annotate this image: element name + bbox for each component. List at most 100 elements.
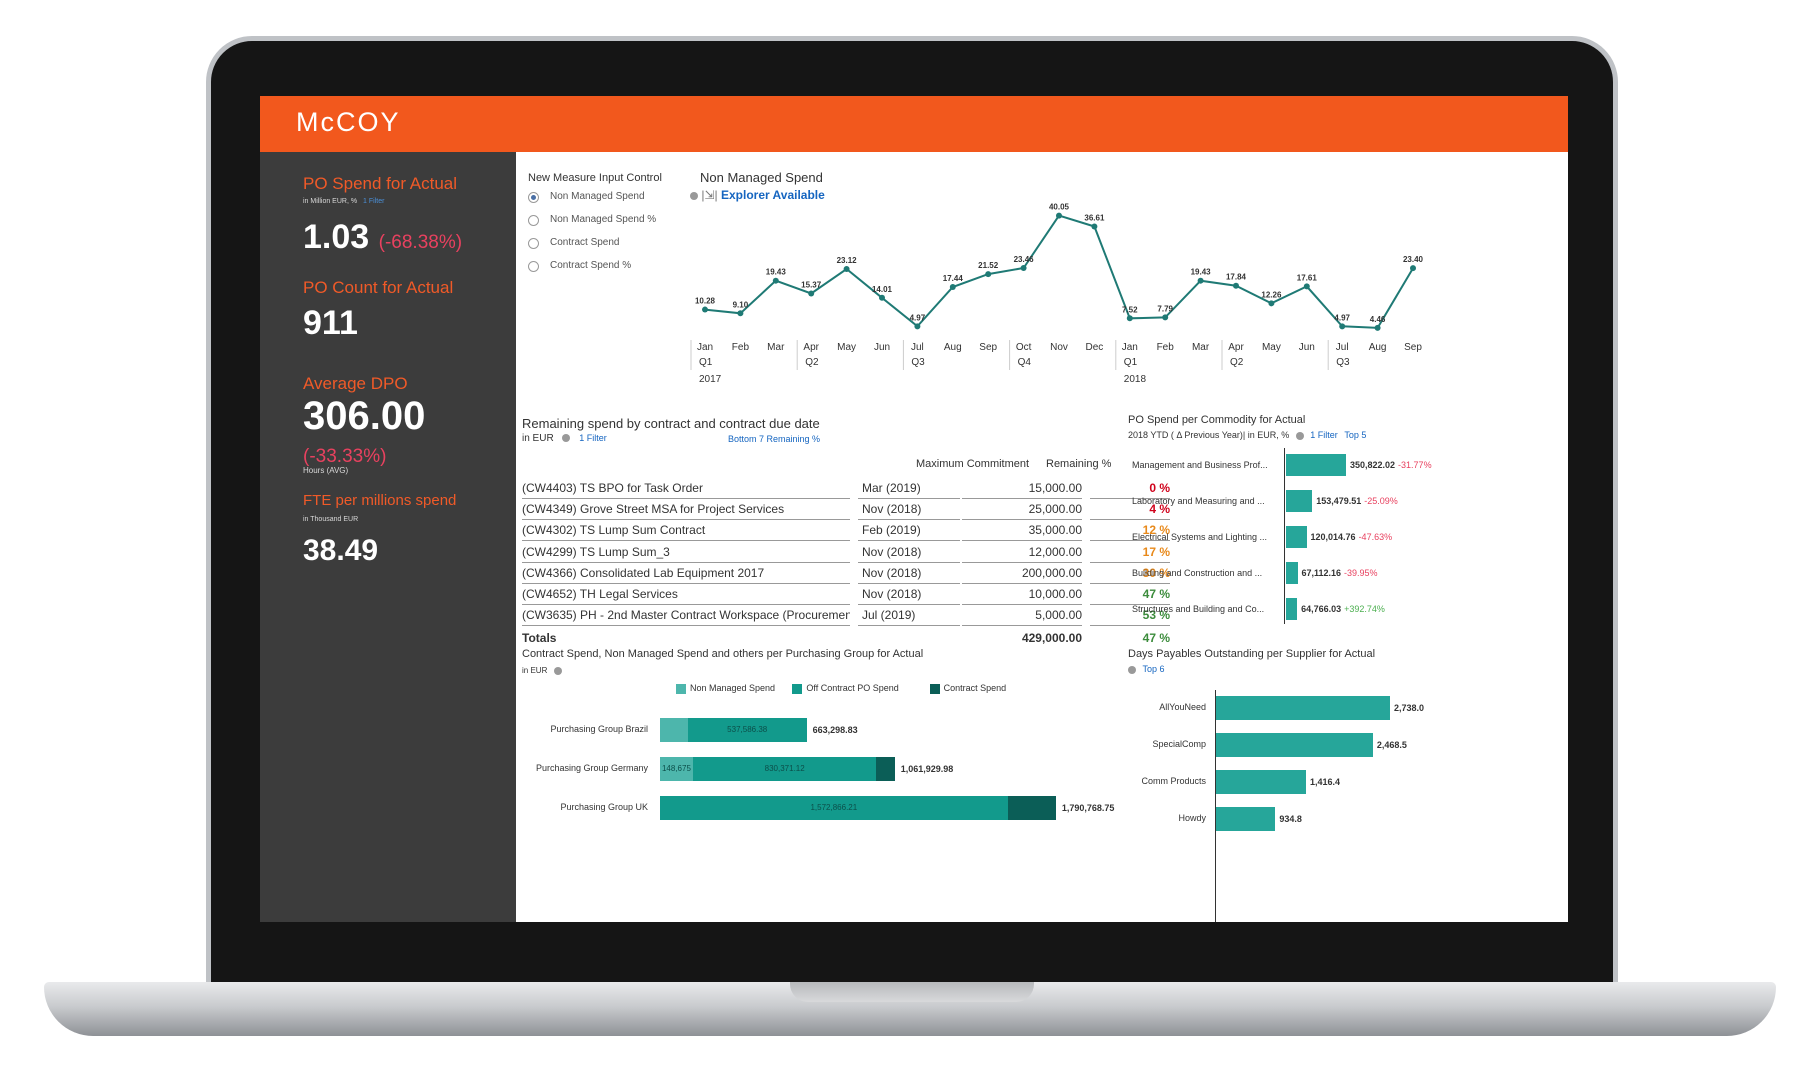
kpi-po-spend-filter-link[interactable]: 1 Filter [363, 198, 385, 205]
line-point[interactable] [1268, 300, 1275, 307]
line-point[interactable] [1303, 283, 1310, 290]
purchasing-bar-segment[interactable] [876, 757, 895, 781]
commodity-value: 153,479.51 [1316, 496, 1362, 506]
dpo-bar[interactable] [1216, 696, 1390, 720]
commodity-filter-link[interactable]: 1 Filter [1310, 430, 1338, 440]
line-month-tick: Jun [1299, 342, 1315, 353]
line-point[interactable] [1410, 265, 1416, 272]
col-remaining-pct[interactable]: Remaining % [1046, 458, 1112, 470]
line-point[interactable] [1233, 282, 1239, 289]
line-data-label: 7.52 [1122, 305, 1138, 314]
line-point[interactable] [1020, 264, 1027, 271]
line-month-tick: Jul [911, 342, 924, 353]
commodity-bar[interactable] [1286, 454, 1346, 476]
radio-non-managed-spend-pct[interactable] [528, 215, 539, 226]
line-data-label: 17.61 [1297, 273, 1318, 282]
purchasing-category-label: Purchasing Group UK [560, 802, 648, 812]
dpo-top-link[interactable]: Top 6 [1142, 664, 1165, 674]
line-point[interactable] [808, 290, 815, 297]
line-month-tick: Mar [1192, 342, 1210, 353]
cube-icon [690, 191, 698, 200]
contracts-table-row[interactable]: (CW4366) Consolidated Lab Equipment 2017… [516, 563, 1176, 585]
commodity-chart: Management and Business Prof... 350,822.0… [1128, 448, 1568, 624]
purchasing-bar-segment[interactable]: 1,572,866.21 [660, 796, 1008, 820]
radio-contract-spend-pct[interactable] [528, 261, 539, 272]
purchasing-bar-segment[interactable]: 830,371.12 [692, 757, 877, 781]
line-data-label: 21.52 [978, 261, 999, 270]
commodity-value: 67,112.16 [1301, 568, 1342, 578]
line-point[interactable] [702, 306, 708, 313]
commodity-bar[interactable] [1286, 490, 1313, 512]
line-point[interactable] [1056, 212, 1062, 219]
dpo-bar[interactable] [1216, 733, 1373, 757]
commodity-title: PO Spend per Commodity for Actual [1128, 414, 1306, 426]
dpo-supplier-label: AllYouNeed [1159, 702, 1206, 712]
dashboard-screen: McCOY PO Spend for Actual in Million EUR… [260, 96, 1568, 922]
line-quarter-tick: Q3 [1336, 357, 1350, 368]
cube-icon [1128, 665, 1136, 674]
line-point[interactable] [949, 283, 956, 290]
totals-rem: 47 % [1142, 631, 1170, 645]
line-point[interactable] [1197, 277, 1204, 284]
commodity-bar[interactable] [1286, 598, 1298, 620]
radio-label-contract-spend[interactable]: Contract Spend [550, 237, 620, 248]
contracts-table-row[interactable]: (CW4403) TS BPO for Task Order Mar (2019)… [516, 478, 1176, 500]
commodity-top-link[interactable]: Top 5 [1344, 430, 1367, 440]
line-point[interactable] [1091, 223, 1098, 230]
line-point[interactable] [1339, 323, 1346, 330]
line-point[interactable] [843, 266, 850, 273]
line-month-tick: May [837, 342, 856, 353]
contracts-filter-link[interactable]: 1 Filter [579, 433, 607, 443]
kpi-fte-subtitle: in Thousand EUR [303, 516, 359, 523]
line-chart-title: Non Managed Spend [700, 170, 823, 185]
radio-label-non-managed-spend-pct[interactable]: Non Managed Spend % [550, 214, 657, 225]
radio-label-non-managed-spend[interactable]: Non Managed Spend [550, 191, 645, 202]
kpi-dpo-subtitle: Hours (AVG) [303, 466, 349, 475]
contracts-table-row[interactable]: (CW3635) PH - 2nd Master Contract Worksp… [516, 605, 1176, 627]
commodity-value-label: 64,766.03 +392.74% [1301, 604, 1385, 614]
purchasing-bar-segment[interactable]: 148,675 [660, 757, 693, 781]
explorer-available-link[interactable]: Explorer Available [720, 188, 825, 202]
radio-label-contract-spend-pct[interactable]: Contract Spend % [550, 260, 632, 271]
contract-due-date: Mar (2019) [858, 478, 960, 499]
purchasing-unit: in EUR [522, 666, 548, 675]
line-data-label: 36.61 [1084, 213, 1105, 222]
radio-non-managed-spend[interactable] [528, 192, 539, 203]
line-point[interactable] [985, 271, 992, 278]
radio-contract-spend[interactable] [528, 238, 539, 249]
contracts-bottom-note[interactable]: Bottom 7 Remaining % [728, 434, 821, 444]
line-data-label: 14.01 [872, 285, 893, 294]
line-point[interactable] [1126, 315, 1133, 322]
hierarchy-icon[interactable]: |⇲| [701, 188, 718, 202]
contracts-table-row[interactable]: (CW4299) TS Lump Sum_3 Nov (2018) 12,000.0… [516, 542, 1176, 564]
contracts-totals-row: Totals 429,000.00 47 % [516, 628, 1176, 650]
brand-logo[interactable]: McCOY [296, 107, 401, 137]
contracts-table-row[interactable]: (CW4302) TS Lump Sum Contract Feb (2019) 3… [516, 520, 1176, 542]
line-month-tick: Jun [874, 342, 890, 353]
line-point[interactable] [737, 310, 744, 317]
line-point[interactable] [879, 294, 885, 301]
dpo-bar[interactable] [1216, 770, 1306, 794]
purchasing-bar-segment[interactable] [660, 718, 688, 742]
purchasing-bar-segment[interactable] [1007, 796, 1056, 820]
commodity-bar[interactable] [1286, 526, 1307, 548]
contracts-title: Remaining spend by contract and contract… [522, 416, 820, 431]
line-data-label: 4.97 [910, 313, 926, 322]
line-month-tick: Dec [1086, 342, 1104, 353]
commodity-bar[interactable] [1286, 562, 1298, 584]
totals-label: Totals [522, 631, 557, 645]
col-max-commitment[interactable]: Maximum Commitment [916, 458, 1030, 470]
commodity-value-label: 120,014.76 -47.63% [1311, 532, 1393, 542]
contracts-table-row[interactable]: (CW4652) TH Legal Services Nov (2018) 10,0… [516, 584, 1176, 606]
dpo-value-label: 934.8 [1279, 814, 1302, 824]
dpo-bar[interactable] [1216, 807, 1276, 831]
line-point[interactable] [1374, 324, 1381, 331]
line-point[interactable] [1162, 314, 1169, 321]
cube-icon [562, 434, 571, 443]
line-point[interactable] [914, 323, 921, 330]
dpo-chart: AllYouNeed 2,738.0 SpecialComp 2,468.5 Comm … [1128, 676, 1568, 922]
line-point[interactable] [772, 277, 779, 284]
contracts-table-row[interactable]: (CW4349) Grove Street MSA for Project Se… [516, 499, 1176, 521]
purchasing-bar-segment[interactable]: 537,586.38 [687, 718, 807, 742]
line-series [704, 214, 1414, 329]
